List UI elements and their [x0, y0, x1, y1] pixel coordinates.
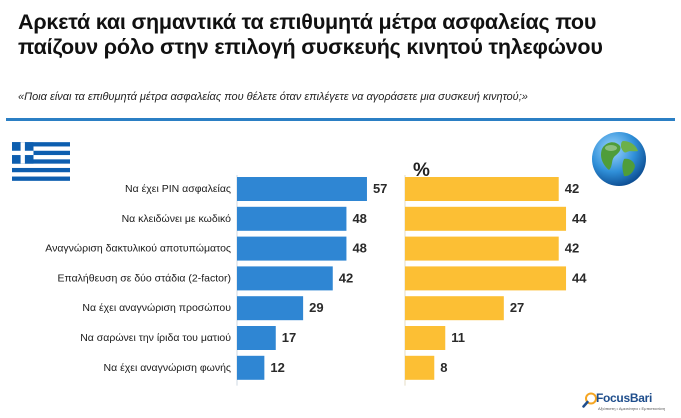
category-label: Να κλειδώνει με κωδικό: [122, 213, 232, 225]
world-value-label: 42: [565, 181, 579, 196]
world-value-label: 42: [565, 241, 579, 256]
greece-value-label: 12: [270, 360, 284, 375]
world-value-label: 11: [451, 330, 465, 345]
globe-icon: [592, 132, 646, 186]
unit-label: %: [413, 160, 430, 181]
world-value-label: 44: [572, 211, 587, 226]
greece-bar: [237, 355, 265, 380]
category-label: Να σαρώνει την ίριδα του ματιού: [80, 332, 231, 344]
greece-value-label: 57: [373, 181, 387, 196]
greece-value-label: 42: [339, 270, 353, 285]
chart-subtitle: «Ποια είναι τα επιθυμητά μέτρα ασφαλείας…: [18, 91, 528, 103]
greece-bar: [237, 177, 367, 201]
chart-title-line-1: Αρκετά και σημαντικά τα επιθυμητά μέτρα …: [18, 10, 597, 34]
category-label: Αναγνώριση δακτυλικού αποτυπώματος: [45, 243, 231, 255]
title-divider: [6, 118, 675, 121]
world-bar: [405, 206, 567, 231]
world-bar: [405, 177, 559, 201]
greece-bar: [237, 206, 347, 231]
greece-flag-icon: [12, 142, 70, 181]
world-bar: [405, 355, 435, 380]
world-series: 42 44 42 44 27 11 8: [405, 177, 587, 380]
world-value-label: 8: [440, 360, 447, 375]
world-value-label: 27: [510, 300, 524, 315]
category-label: Να έχει PIN ασφαλείας: [125, 183, 231, 195]
greece-bar: [237, 236, 347, 261]
logo-tagline: Αξιόπιστη • Αμεσότητα • Εμπιστοσύνη: [598, 406, 666, 411]
logo-name: FocusBari: [596, 391, 652, 405]
focusbari-logo: FocusBari Αξιόπιστη • Αμεσότητα • Εμπιστ…: [582, 388, 678, 416]
greece-bar: [237, 296, 304, 321]
greece-series: 57 48 48 42 29 17 12: [237, 177, 387, 380]
greece-value-label: 17: [282, 330, 296, 345]
greece-value-label: 48: [352, 241, 366, 256]
world-bar: [405, 296, 504, 321]
chart-title: Αρκετά και σημαντικά τα επιθυμητά μέτρα …: [18, 10, 668, 60]
greece-bar: [237, 326, 276, 350]
chart-title-line-2: παίζουν ρόλο στην επιλογή συσκευής κινητ…: [18, 35, 603, 59]
world-bar: [405, 326, 446, 350]
category-label: Να έχει αναγνώριση φωνής: [104, 362, 231, 374]
greece-value-label: 48: [352, 211, 366, 226]
category-label: Επαλήθευση σε δύο στάδια (2-factor): [58, 272, 232, 284]
category-label: Να έχει αναγνώριση προσώπου: [82, 302, 231, 314]
category-labels: Να έχει PIN ασφαλείας Να κλειδώνει με κωδ…: [45, 183, 231, 374]
world-bar: [405, 236, 559, 261]
greece-bar: [237, 266, 333, 291]
world-bar: [405, 266, 567, 291]
world-value-label: 44: [572, 270, 587, 285]
greece-value-label: 29: [309, 300, 323, 315]
magnifier-icon: [582, 392, 597, 408]
